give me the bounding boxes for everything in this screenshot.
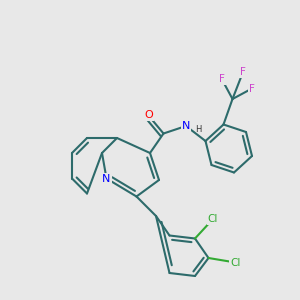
Text: Cl: Cl <box>230 257 241 268</box>
Text: N: N <box>182 121 190 131</box>
Text: Cl: Cl <box>208 214 218 224</box>
Text: H: H <box>195 125 201 134</box>
Text: F: F <box>240 67 246 77</box>
Text: O: O <box>144 110 153 121</box>
Text: N: N <box>102 173 111 184</box>
Text: F: F <box>249 83 255 94</box>
Text: F: F <box>219 74 225 85</box>
